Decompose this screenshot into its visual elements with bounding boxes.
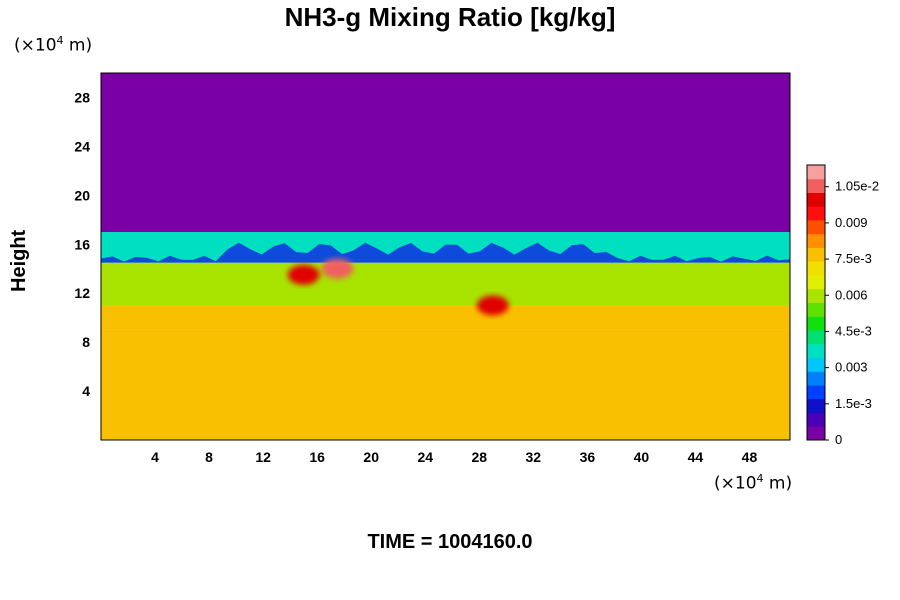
colorbar-segment [807, 206, 825, 221]
colorbar-segment [807, 220, 825, 235]
colorbar-segment [807, 357, 825, 372]
colorbar-segment [807, 247, 825, 262]
hotspot-1 [476, 295, 509, 316]
x-tick-label: 32 [526, 449, 542, 465]
colorbar-tick-label: 7.5e-3 [835, 251, 872, 266]
colorbar-segment [807, 343, 825, 358]
colorbar-tick-label: 1.05e-2 [835, 179, 879, 194]
colorbar-tick-label: 0.009 [835, 215, 868, 230]
y-tick-label: 20 [74, 187, 90, 203]
hotspot-0 [321, 258, 354, 279]
chart-title: NH3-g Mixing Ratio [kg/kg] [284, 2, 616, 32]
y-unit-exponent: 4 [56, 34, 64, 47]
y-axis-unit: (×104 m) [14, 34, 92, 56]
colorbar-segment [807, 412, 825, 427]
colorbar-segment [807, 261, 825, 276]
x-unit-suffix: m) [763, 473, 793, 494]
x-tick-label: 24 [417, 449, 433, 465]
colorbar-tick-label: 0 [835, 432, 842, 447]
x-tick-label: 44 [688, 449, 704, 465]
colorbar-segment [807, 233, 825, 248]
field-band-0 [101, 329, 790, 440]
y-unit-prefix: (×10 [14, 35, 57, 56]
colorbar-segment [807, 371, 825, 386]
x-tick-label: 20 [363, 449, 379, 465]
y-tick-label: 16 [74, 236, 90, 252]
colorbar-segment [807, 330, 825, 345]
x-tick-label: 12 [255, 449, 271, 465]
hotspot-2 [287, 264, 320, 285]
colorbar-tick-label: 1.5e-3 [835, 396, 872, 411]
colorbar-segment [807, 178, 825, 193]
x-axis-unit: (×104 m) [714, 472, 792, 494]
x-tick-label: 4 [151, 449, 159, 465]
y-tick-label: 28 [74, 89, 90, 105]
colorbar-segment [807, 385, 825, 400]
plot-frame [100, 72, 791, 441]
colorbar-segment [807, 192, 825, 207]
y-tick-label: 12 [74, 285, 90, 301]
colorbar-tick-label: 4.5e-3 [835, 323, 872, 338]
colorbar-frame [806, 164, 826, 441]
x-tick-label: 16 [309, 449, 325, 465]
field-band-4 [101, 73, 790, 233]
x-unit-exponent: 4 [756, 472, 764, 485]
colorbar-segment [807, 426, 825, 441]
y-axis-ticks: 4 8 12 16 20 24 28 [74, 89, 90, 399]
colorbar-tick-label: 0.006 [835, 287, 868, 302]
x-tick-label: 8 [205, 449, 213, 465]
colorbar-segment [807, 165, 825, 180]
heatmap-hotspots [287, 258, 509, 316]
x-axis-ticks: 4 8 12 16 20 24 28 32 36 40 44 48 [151, 449, 757, 465]
colorbar-segment [807, 275, 825, 290]
x-tick-label: 40 [634, 449, 650, 465]
colorbar-segment [807, 316, 825, 331]
y-tick-label: 8 [82, 334, 90, 350]
colorbar-segment [807, 288, 825, 303]
y-tick-label: 4 [82, 383, 90, 399]
time-label: TIME = 1004160.0 [367, 531, 533, 553]
field-band-2 [101, 262, 790, 306]
colorbar-ticks: 0 1.5e-3 0.003 4.5e-3 0.006 7.5e-3 0.009 1.05e-… [825, 179, 879, 447]
colorbar-tick-label: 0.003 [835, 360, 868, 375]
x-tick-label: 28 [471, 449, 487, 465]
heatmap-field [101, 73, 790, 440]
x-tick-label: 36 [580, 449, 596, 465]
colorbar [806, 164, 826, 441]
cloud-top-edge [101, 242, 790, 263]
colorbar-segment [807, 302, 825, 317]
colorbar-segment [807, 398, 825, 413]
x-unit-prefix: (×10 [714, 473, 757, 494]
y-tick-label: 24 [74, 138, 90, 154]
field-band-1 [101, 305, 790, 330]
x-tick-label: 48 [742, 449, 758, 465]
y-unit-suffix: m) [63, 35, 93, 56]
